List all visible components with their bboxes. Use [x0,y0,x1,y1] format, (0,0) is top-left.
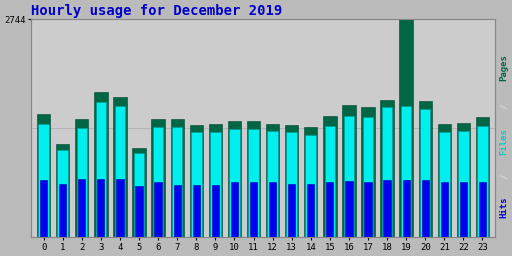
Bar [115,106,125,237]
Bar [382,107,392,237]
Bar [193,185,200,237]
Bar [75,119,89,237]
Bar [286,132,297,237]
Bar [402,180,410,237]
Bar [250,182,257,237]
Bar [56,144,70,237]
Bar [189,125,203,237]
Bar [134,153,144,237]
Bar [380,100,394,237]
Bar [38,124,49,237]
Bar [306,135,316,237]
Bar [94,92,108,237]
Bar [96,102,106,237]
Bar [421,180,429,237]
Bar [323,116,336,237]
Bar [40,180,47,237]
Bar [476,116,489,237]
Bar [266,124,279,237]
Bar [132,147,146,237]
Bar [231,182,238,237]
Bar [59,184,67,237]
Bar [209,124,222,237]
Bar [458,131,468,237]
Bar [228,121,241,237]
Bar [365,182,372,237]
Bar [439,132,450,237]
Bar [269,183,276,237]
Bar [460,183,467,237]
Bar [229,129,240,237]
Bar [362,116,373,237]
Text: Hourly usage for December 2019: Hourly usage for December 2019 [31,4,283,18]
Bar [383,180,391,237]
Bar [401,106,411,237]
Bar [344,116,354,237]
Bar [113,98,126,237]
Bar [78,179,86,237]
Text: /: / [500,104,508,109]
Bar [174,185,181,237]
Bar [438,124,451,237]
Bar [153,127,163,237]
Bar [212,185,219,237]
Bar [418,101,432,237]
Bar [441,183,448,237]
Bar [247,121,260,237]
Bar [361,107,375,237]
Bar [285,125,298,237]
Bar [267,131,278,237]
Bar [116,179,123,237]
Bar [155,182,162,237]
Bar [210,132,221,237]
Bar [172,127,182,237]
Bar [399,19,413,237]
Bar [288,184,295,237]
Bar [135,186,143,237]
Bar [170,119,184,237]
Text: Pages: Pages [500,54,508,81]
Bar [248,129,259,237]
Text: /: / [500,174,508,179]
Bar [420,109,431,237]
Bar [345,181,353,237]
Bar [304,127,317,237]
Bar [325,126,335,237]
Bar [479,182,486,237]
Bar [37,114,50,237]
Bar [152,119,165,237]
Bar [97,179,104,237]
Bar [76,128,87,237]
Text: Files: Files [500,128,508,155]
Bar [342,105,355,237]
Bar [57,150,68,237]
Bar [191,132,202,237]
Bar [307,184,314,237]
Bar [326,183,333,237]
Bar [457,123,470,237]
Text: Hits: Hits [500,196,508,218]
Bar [477,126,488,237]
